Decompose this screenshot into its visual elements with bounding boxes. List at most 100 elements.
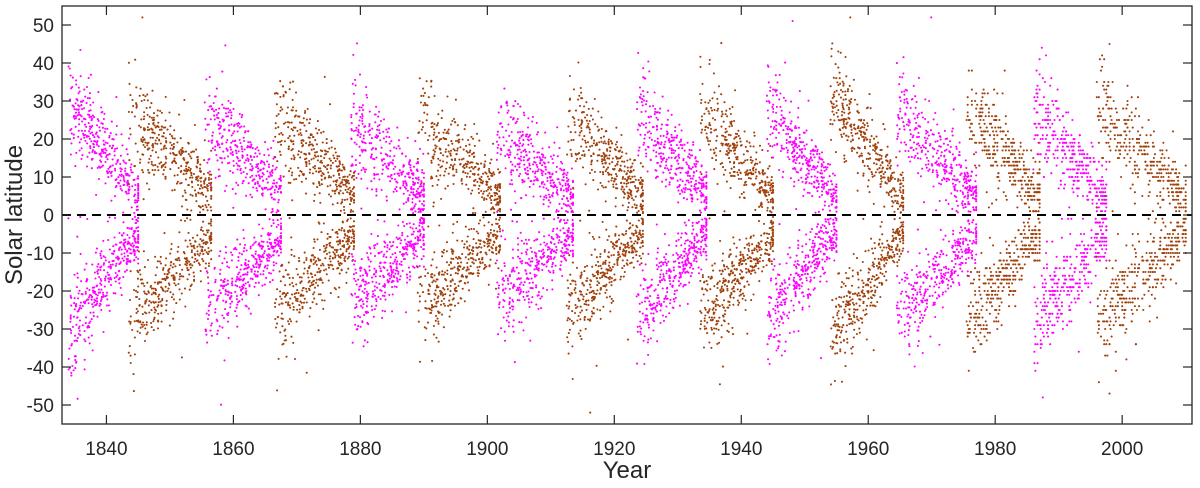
data-point <box>209 184 212 187</box>
data-point <box>185 172 188 175</box>
data-point <box>439 174 442 177</box>
data-point <box>209 242 212 245</box>
data-point <box>465 240 468 243</box>
data-point <box>335 251 338 254</box>
data-point <box>387 281 390 284</box>
data-point <box>346 240 349 243</box>
data-point <box>433 94 436 98</box>
data-point <box>99 252 102 255</box>
data-point <box>515 220 518 223</box>
data-point <box>419 232 422 236</box>
data-point <box>612 183 615 186</box>
data-point <box>360 177 363 180</box>
data-point <box>519 142 522 145</box>
data-point <box>352 102 355 105</box>
data-point <box>310 284 314 287</box>
data-point <box>517 289 520 292</box>
data-point <box>154 291 157 294</box>
data-point <box>384 298 387 301</box>
data-point <box>187 169 190 172</box>
data-point <box>130 206 133 209</box>
data-point <box>529 180 532 183</box>
data-point <box>476 271 479 275</box>
data-point <box>229 170 232 173</box>
data-point <box>88 322 91 325</box>
data-point <box>279 224 283 228</box>
data-point <box>372 157 375 160</box>
data-point <box>191 236 194 239</box>
data-point <box>305 177 308 180</box>
data-point <box>486 188 490 191</box>
data-point <box>254 152 257 155</box>
data-point <box>350 113 353 117</box>
data-point <box>544 172 547 175</box>
data-point <box>142 143 145 147</box>
data-point <box>607 138 610 141</box>
data-point <box>454 290 458 293</box>
data-point <box>564 182 567 185</box>
data-point <box>275 181 278 184</box>
data-point <box>157 304 160 307</box>
data-point <box>451 278 454 281</box>
data-point <box>290 157 293 160</box>
data-point <box>417 239 420 242</box>
data-point <box>100 288 103 291</box>
data-point <box>451 267 454 270</box>
data-point <box>555 210 558 213</box>
data-point <box>389 256 392 259</box>
data-point <box>398 278 401 281</box>
data-point <box>529 167 532 170</box>
data-point <box>270 146 273 150</box>
data-point <box>222 299 225 302</box>
data-point <box>368 265 371 268</box>
data-point <box>175 182 179 185</box>
data-point <box>276 250 279 253</box>
data-point <box>395 236 398 239</box>
data-point <box>126 250 129 253</box>
data-point <box>357 325 360 328</box>
data-point <box>231 151 234 154</box>
data-point <box>308 141 311 144</box>
data-point <box>335 240 339 243</box>
data-point <box>274 305 277 308</box>
data-point <box>158 128 161 131</box>
data-point <box>358 73 362 76</box>
data-point <box>477 187 480 190</box>
data-point <box>123 183 126 186</box>
data-point <box>571 219 574 222</box>
data-point <box>171 137 174 140</box>
data-point <box>603 248 606 252</box>
data-point <box>599 309 602 312</box>
data-point <box>96 166 99 169</box>
data-point <box>274 317 277 321</box>
data-point <box>78 141 81 144</box>
data-point <box>133 165 136 168</box>
data-point <box>249 245 252 248</box>
data-point <box>288 304 291 307</box>
data-point <box>289 320 293 323</box>
data-point <box>571 211 575 214</box>
data-point <box>151 136 154 139</box>
data-point <box>511 163 514 166</box>
data-point <box>136 201 139 204</box>
data-point <box>395 180 398 183</box>
data-point <box>562 195 565 198</box>
data-point <box>329 184 332 187</box>
data-point <box>348 193 351 196</box>
data-point <box>166 128 169 131</box>
data-point <box>526 294 529 298</box>
data-point <box>416 160 419 163</box>
data-point <box>551 179 554 182</box>
data-point <box>319 161 322 164</box>
data-point <box>533 268 536 271</box>
data-point <box>161 288 164 291</box>
data-point <box>468 143 471 146</box>
data-point <box>203 139 206 142</box>
data-point <box>607 166 610 169</box>
data-point <box>262 269 265 273</box>
data-point <box>189 262 192 266</box>
data-point <box>379 267 382 270</box>
data-point <box>89 311 92 314</box>
data-point <box>251 167 254 170</box>
data-point <box>99 254 102 257</box>
